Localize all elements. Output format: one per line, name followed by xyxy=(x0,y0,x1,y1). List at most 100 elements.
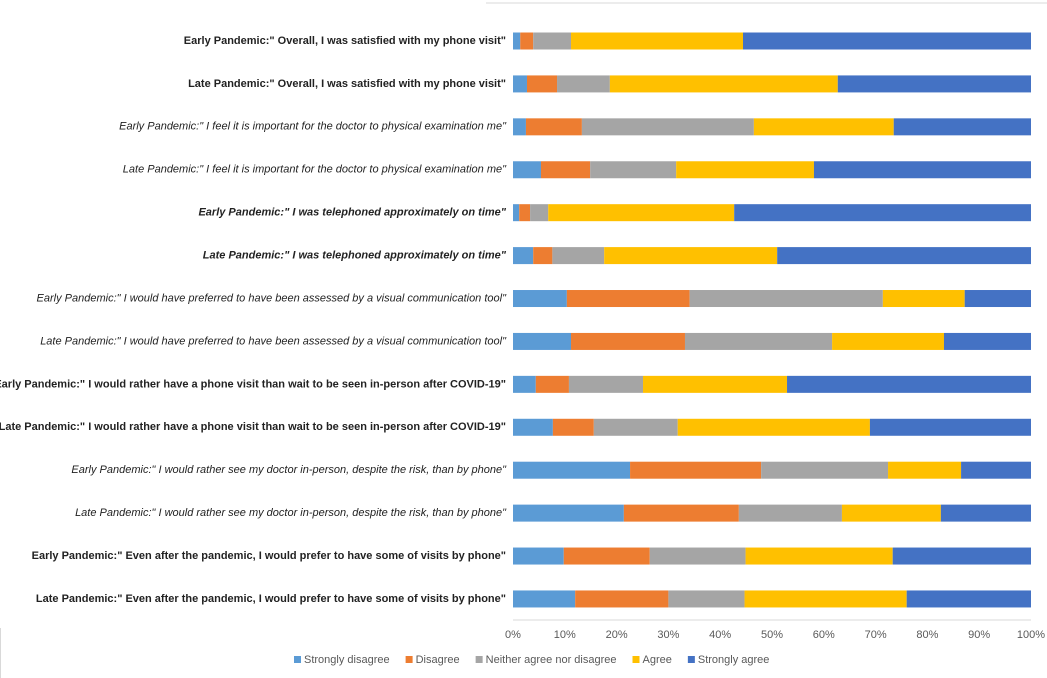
bar-segment xyxy=(668,590,745,608)
y-tick-label: Early Pandemic:" I would rather see my d… xyxy=(71,464,507,476)
bar-segment xyxy=(734,204,1031,222)
y-tick-label: Early Pandemic:" Overall, I was satisfie… xyxy=(184,35,506,47)
bar-segment xyxy=(513,161,541,179)
bar-segment xyxy=(777,247,1031,265)
bar-segment xyxy=(526,75,558,93)
x-tick-label: 40% xyxy=(709,629,731,641)
bar-segment xyxy=(563,547,650,565)
legend-swatch xyxy=(405,656,413,663)
y-tick-label: Late Pandemic:" Even after the pandemic,… xyxy=(36,593,506,605)
x-tick-label: 30% xyxy=(657,629,679,641)
x-tick-label: 100% xyxy=(1017,629,1045,641)
bar-segment xyxy=(530,204,549,222)
bar-segment xyxy=(609,75,838,93)
bar-segment xyxy=(893,118,1031,136)
bar-segment xyxy=(940,504,1031,522)
x-tick-label: 0% xyxy=(505,629,521,641)
bar-segment xyxy=(943,332,1031,350)
legend-swatch xyxy=(475,656,483,663)
bar-segment xyxy=(604,247,778,265)
bar-segment xyxy=(513,290,567,308)
bar-segment xyxy=(882,290,965,308)
legend-label: Neither agree nor disagree xyxy=(486,654,617,666)
bar-segment xyxy=(590,161,677,179)
bar-segment xyxy=(888,461,962,479)
bar-segment xyxy=(533,32,572,50)
bar-segment xyxy=(649,547,746,565)
legend-label: Strongly disagree xyxy=(304,654,390,666)
bar-segment xyxy=(566,290,690,308)
y-tick-label: Early Pandemic:" I feel it is important … xyxy=(119,121,507,133)
bar-segment xyxy=(761,461,889,479)
bar-segment xyxy=(689,290,883,308)
bar-segment xyxy=(533,247,553,265)
y-tick-label: Late Pandemic:" I feel it is important f… xyxy=(123,164,507,176)
legend-swatch xyxy=(632,656,640,663)
bar-segment xyxy=(832,332,944,350)
bar-segment xyxy=(676,161,814,179)
bar-segment xyxy=(525,118,582,136)
bar-segment xyxy=(787,375,1031,393)
bar-segment xyxy=(519,204,531,222)
y-tick-label: Early Pandemic:" I would rather have a p… xyxy=(0,378,506,390)
bar-segment xyxy=(513,461,631,479)
bar-segment xyxy=(571,332,685,350)
bar-segment xyxy=(557,75,610,93)
legend-label: Strongly agree xyxy=(698,654,770,666)
bar-segment xyxy=(513,247,534,265)
bar-segment xyxy=(684,332,833,350)
bar-segment xyxy=(593,418,678,436)
bar-segment xyxy=(813,161,1031,179)
bar-segment xyxy=(513,118,526,136)
bar-segment xyxy=(581,118,754,136)
bar-segment xyxy=(513,204,520,222)
bar-segment xyxy=(742,32,1031,50)
bar-segment xyxy=(892,547,1031,565)
bar-segment xyxy=(623,504,739,522)
bar-segment xyxy=(677,418,870,436)
bar-segment xyxy=(745,547,893,565)
legend-swatch xyxy=(294,656,301,663)
bar-segment xyxy=(552,247,605,265)
bar-segment xyxy=(513,418,553,436)
bar-segment xyxy=(753,118,894,136)
y-tick-label: Early Pandemic:" I would have preferred … xyxy=(37,292,508,304)
x-tick-label: 60% xyxy=(813,629,835,641)
legend-label: Agree xyxy=(643,654,672,666)
bar-segment xyxy=(744,590,907,608)
bar-segment xyxy=(520,32,534,50)
bar-segment xyxy=(513,590,576,608)
bar-segment xyxy=(841,504,941,522)
bar-segment xyxy=(964,290,1031,308)
bar-segment xyxy=(535,375,569,393)
bar-segment xyxy=(643,375,788,393)
legend-label: Disagree xyxy=(416,654,460,666)
bar-segment xyxy=(571,32,743,50)
bar-segment xyxy=(513,547,564,565)
bar-segment xyxy=(738,504,842,522)
x-tick-label: 90% xyxy=(968,629,990,641)
bar-segment xyxy=(568,375,644,393)
bar-segment xyxy=(513,332,572,350)
bar-segment xyxy=(869,418,1031,436)
bar-segment xyxy=(630,461,762,479)
bar-segment xyxy=(837,75,1031,93)
y-tick-label: Late Pandemic:" Overall, I was satisfied… xyxy=(188,78,506,90)
y-tick-label: Late Pandemic:" I would rather see my do… xyxy=(75,507,507,519)
x-tick-label: 50% xyxy=(761,629,783,641)
x-tick-label: 70% xyxy=(865,629,887,641)
y-tick-label: Early Pandemic:" Even after the pandemic… xyxy=(32,550,506,562)
y-tick-label: Late Pandemic:" I was telephoned approxi… xyxy=(203,250,507,262)
bar-segment xyxy=(906,590,1031,608)
x-tick-label: 80% xyxy=(916,629,938,641)
x-tick-label: 20% xyxy=(606,629,628,641)
bar-segment xyxy=(513,32,521,50)
legend-swatch xyxy=(687,656,695,663)
bar-segment xyxy=(575,590,669,608)
x-tick-label: 10% xyxy=(554,629,576,641)
bar-segment xyxy=(513,75,527,93)
bar-segment xyxy=(540,161,591,179)
bar-segment xyxy=(513,375,536,393)
bar-segment xyxy=(513,504,624,522)
